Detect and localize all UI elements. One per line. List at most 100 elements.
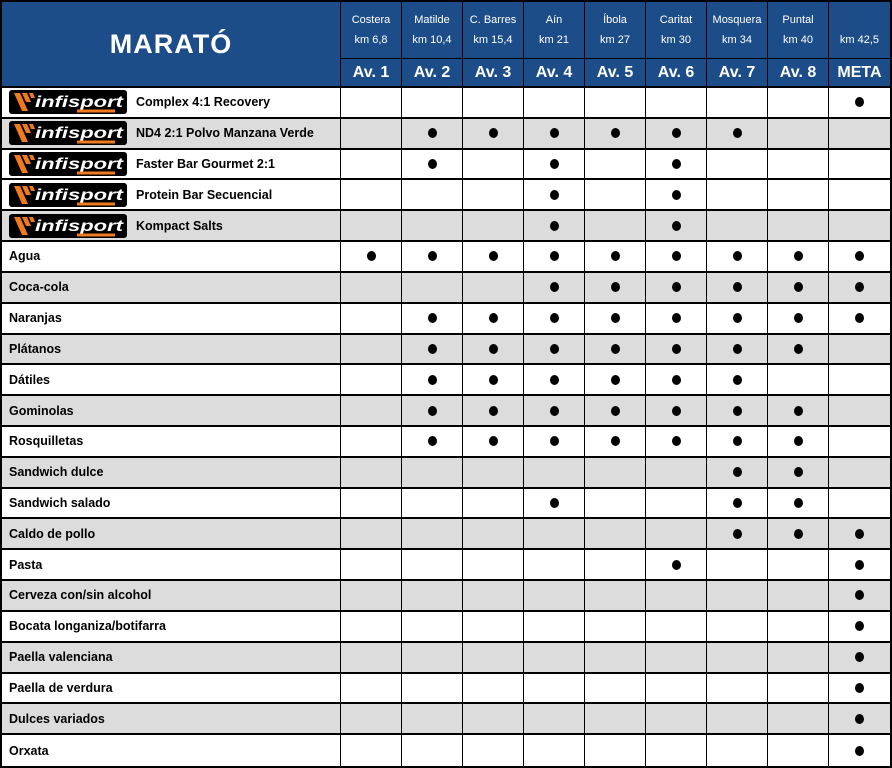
availability-cell-col9 [829,457,890,489]
availability-dot [427,159,437,170]
station-label-9: META [829,59,890,88]
station-name: Costera [351,13,391,26]
row-label-cell: Gominolas [2,396,341,427]
availability-cell-col9 [829,735,890,766]
station-header-9: km 42,5 [829,2,890,59]
availability-cell-col7 [707,519,768,551]
availability-cell-col1 [341,303,402,335]
availability-dot [427,128,437,139]
station-km: km 6,8 [354,33,388,46]
availability-cell-col4 [524,488,585,520]
availability-dot [855,97,864,108]
station-label-3: Av. 3 [463,59,524,88]
availability-dot [549,282,559,293]
availability-cell-col9 [829,550,890,582]
availability-cell-col4 [524,550,585,582]
availability-cell-col2 [402,88,463,119]
svg-text:infisport: infisport [35,187,124,204]
station-label-text: Av. 1 [352,63,390,81]
station-label-text: Av. 7 [718,63,756,81]
station-name: Mosquera [712,13,762,26]
availability-dot [793,436,803,447]
availability-dot [610,128,620,139]
availability-cell-col6 [646,149,707,181]
availability-dot [671,559,681,570]
availability-dot [855,313,864,324]
row-label-cell: Cerveza con/sin alcohol [2,581,341,612]
availability-cell-col8 [768,149,829,181]
availability-cell-col2 [402,488,463,520]
row-label: Dátiles [9,372,50,387]
availability-cell-col3 [463,334,524,366]
row-label: Sandwich dulce [9,465,104,480]
availability-dot [855,528,864,539]
availability-cell-col5 [585,303,646,335]
availability-cell-col4 [524,396,585,427]
availability-cell-col6 [646,88,707,119]
infisport-logo: infisport [9,90,127,115]
availability-cell-col7 [707,365,768,397]
availability-cell-col6 [646,581,707,612]
availability-cell-col3 [463,457,524,489]
availability-dot [855,590,864,601]
availability-cell-col3 [463,735,524,766]
title-cell: MARATÓ [2,2,341,88]
station-header-8: Puntal km 40 [768,2,829,59]
row-label: Orxata [9,743,49,758]
availability-dot [671,251,681,262]
row-label: Gominolas [9,403,74,418]
availability-cell-col9 [829,396,890,427]
availability-cell-col6 [646,550,707,582]
availability-dot [732,498,742,509]
availability-cell-col5 [585,735,646,766]
availability-cell-col2 [402,550,463,582]
availability-cell-col8 [768,519,829,551]
availability-dot [549,251,559,262]
availability-cell-col8 [768,704,829,736]
availability-dot [366,251,376,262]
row-label-cell: Pasta [2,550,341,582]
row-label: Coca-cola [9,280,69,295]
availability-cell-col1 [341,334,402,366]
availability-cell-col4 [524,581,585,612]
availability-dot [610,374,620,385]
availability-cell-col1 [341,365,402,397]
availability-cell-col2 [402,457,463,489]
row-label: Protein Bar Secuencial [136,187,273,202]
availability-cell-col2 [402,735,463,766]
availability-dot [793,498,803,509]
availability-dot [855,282,864,293]
availability-dot [793,405,803,416]
availability-cell-col6 [646,519,707,551]
availability-cell-col8 [768,735,829,766]
availability-cell-col4 [524,704,585,736]
availability-dot [671,313,681,324]
availability-cell-col7 [707,334,768,366]
availability-cell-col9 [829,519,890,551]
availability-dot [488,128,498,139]
availability-dot [732,405,742,416]
station-km: km 42,5 [839,33,880,46]
availability-cell-col6 [646,611,707,643]
availability-cell-col7 [707,303,768,335]
availability-cell-col2 [402,519,463,551]
availability-dot [488,313,498,324]
row-label: Dulces variados [9,711,105,726]
availability-cell-col9 [829,488,890,520]
row-label-cell: Caldo de pollo [2,519,341,551]
availability-cell-col6 [646,396,707,427]
availability-cell-col8 [768,673,829,705]
infisport-logo: infisport [9,121,127,146]
availability-cell-col1 [341,704,402,736]
availability-cell-col4 [524,365,585,397]
availability-cell-col3 [463,365,524,397]
availability-cell-col1 [341,180,402,212]
availability-dot [549,436,559,447]
availability-cell-col4 [524,272,585,304]
availability-cell-col3 [463,88,524,119]
availability-cell-col1 [341,118,402,150]
availability-cell-col3 [463,519,524,551]
availability-cell-col3 [463,550,524,582]
availability-cell-col2 [402,149,463,181]
